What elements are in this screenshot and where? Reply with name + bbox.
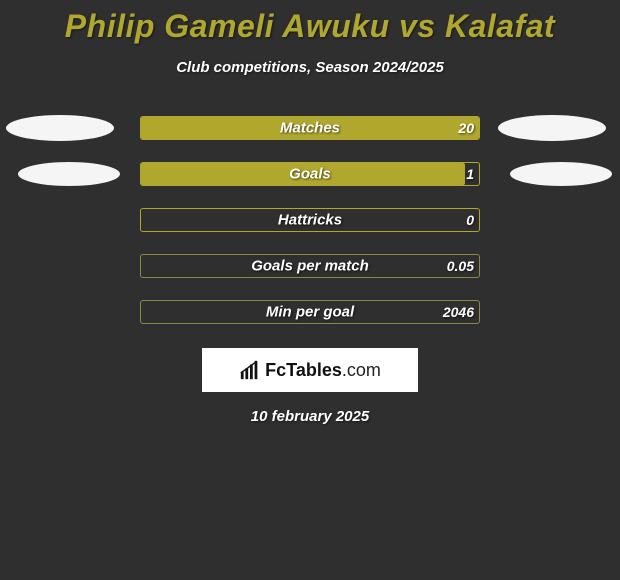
player-marker-right: [510, 162, 612, 186]
date: 10 february 2025: [0, 408, 620, 425]
logo-prefix: Fc: [265, 360, 286, 380]
logo: FcTables.com: [202, 348, 418, 392]
player-marker-left: [18, 162, 120, 186]
player-marker-left: [6, 115, 114, 141]
stat-value: 20: [458, 120, 474, 136]
stat-label: Goals: [289, 166, 331, 183]
stat-row: Goals per match 0.05: [0, 254, 620, 278]
logo-text: FcTables.com: [265, 360, 381, 381]
stat-value: 2046: [443, 304, 474, 320]
stat-value: 0: [466, 212, 474, 228]
stat-row: Min per goal 2046: [0, 300, 620, 324]
page-title: Philip Gameli Awuku vs Kalafat: [0, 0, 620, 45]
stat-value: 0.05: [447, 258, 474, 274]
stat-label: Hattricks: [278, 212, 342, 229]
stat-row: Goals 1: [0, 162, 620, 186]
player-marker-right: [498, 115, 606, 141]
stat-label: Matches: [280, 120, 340, 137]
stat-row: Hattricks 0: [0, 208, 620, 232]
stat-label: Min per goal: [266, 304, 354, 321]
chart-icon: [239, 359, 261, 381]
stat-label: Goals per match: [251, 258, 369, 275]
stat-value: 1: [466, 166, 474, 182]
subtitle: Club competitions, Season 2024/2025: [0, 59, 620, 76]
logo-suffix: .com: [342, 360, 381, 380]
stats-container: Matches 20 Goals 1 Hattricks 0 Goals per match…: [0, 116, 620, 324]
stat-row: Matches 20: [0, 116, 620, 140]
logo-main: Tables: [286, 360, 342, 380]
